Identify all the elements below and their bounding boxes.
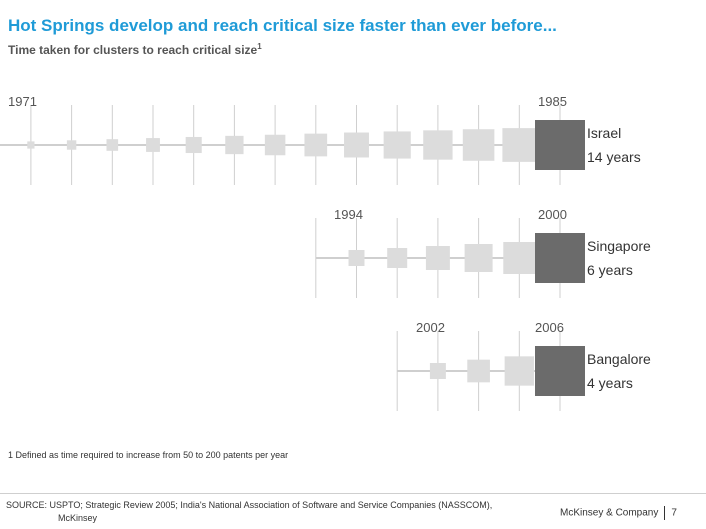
growth-marker-israel	[225, 135, 244, 155]
growth-marker-israel	[344, 132, 369, 158]
growth-marker-israel	[423, 130, 453, 160]
page-title: Hot Springs develop and reach critical s…	[8, 16, 557, 35]
critical-size-marker-singapore	[535, 233, 585, 283]
page-number: 7	[671, 507, 677, 519]
source-line-1: SOURCE: USPTO; Strategic Review 2005; In…	[6, 500, 493, 510]
growth-marker-israel	[185, 136, 202, 154]
source-note: SOURCE: USPTO; Strategic Review 2005; In…	[6, 499, 556, 525]
growth-marker-israel	[304, 133, 328, 157]
end-year-singapore: 2000	[538, 207, 567, 222]
cluster-name-singapore: Singapore	[587, 238, 651, 254]
growth-marker-israel	[106, 139, 119, 151]
source-divider	[0, 493, 706, 494]
start-year-bangalore: 2002	[416, 320, 445, 335]
end-year-israel: 1985	[538, 94, 567, 109]
growth-marker-bangalore	[467, 359, 490, 383]
growth-marker-singapore	[503, 242, 536, 274]
growth-marker-bangalore	[429, 363, 446, 379]
growth-marker-israel	[27, 141, 35, 149]
source-line-2: McKinsey	[58, 513, 98, 523]
growth-marker-israel	[462, 129, 495, 161]
growth-marker-israel	[146, 138, 160, 152]
brand-name: McKinsey & Company	[560, 507, 659, 519]
timeline-row-bangalore: 2002 2006 Bangalore 4 years	[396, 320, 651, 411]
growth-marker-singapore	[425, 246, 450, 270]
brand-footer: McKinsey & Company 7	[560, 506, 677, 520]
cluster-duration-bangalore: 4 years	[587, 375, 633, 391]
critical-size-marker-bangalore	[535, 346, 585, 396]
growth-marker-israel	[502, 128, 537, 162]
critical-size-marker-israel	[535, 120, 585, 170]
brand-separator	[664, 506, 666, 520]
growth-marker-bangalore	[504, 356, 534, 386]
cluster-name-bangalore: Bangalore	[587, 351, 651, 367]
end-year-bangalore: 2006	[535, 320, 564, 335]
growth-marker-singapore	[348, 250, 365, 266]
cluster-name-israel: Israel	[587, 125, 621, 141]
start-year-israel: 1971	[8, 94, 37, 109]
subtitle-footnote-marker: 1	[257, 42, 262, 51]
growth-marker-israel	[264, 134, 286, 156]
footnote: 1 Defined as time required to increase f…	[8, 450, 289, 460]
subtitle-text: Time taken for clusters to reach critica…	[8, 43, 258, 57]
growth-marker-singapore	[464, 244, 493, 272]
page-subtitle: Time taken for clusters to reach critica…	[8, 42, 262, 57]
growth-marker-singapore	[387, 248, 408, 268]
growth-marker-israel	[66, 140, 77, 150]
timeline-row-singapore: 1994 2000 Singapore 6 years	[315, 207, 651, 298]
timeline-row-israel: 1971 1985 Israel 14 years	[0, 94, 641, 185]
cluster-duration-israel: 14 years	[587, 149, 641, 165]
growth-marker-israel	[383, 131, 411, 159]
cluster-duration-singapore: 6 years	[587, 262, 633, 278]
start-year-singapore: 1994	[334, 207, 363, 222]
